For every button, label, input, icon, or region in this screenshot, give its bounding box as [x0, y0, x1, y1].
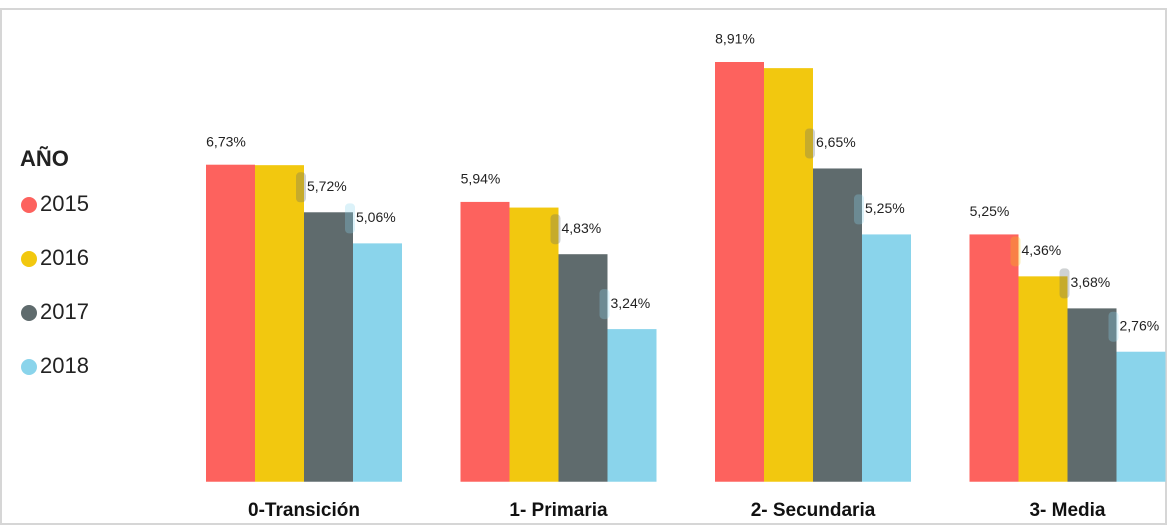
value-label: 5,06% [356, 209, 396, 225]
value-label: 3,68% [1071, 274, 1111, 290]
bar [715, 62, 764, 482]
label-bubble [599, 289, 610, 320]
value-label: 4,83% [562, 220, 602, 236]
bar [1018, 276, 1068, 482]
label-bubble [805, 128, 815, 159]
value-label: 5,25% [970, 203, 1010, 219]
value-label: 4,36% [1022, 242, 1062, 258]
legend-label: 2017 [40, 299, 89, 324]
value-label: 6,65% [816, 134, 856, 150]
legend-title: AÑO [20, 146, 69, 171]
x-tick-label: 2- Secundaria [751, 500, 876, 521]
bar [1067, 308, 1117, 482]
bar [862, 234, 911, 482]
bar [558, 254, 608, 482]
bar [813, 168, 862, 482]
value-label: 2,76% [1120, 317, 1160, 333]
x-tick-label: 3- Media [1029, 500, 1105, 521]
bar [764, 68, 813, 482]
legend-swatch [21, 197, 37, 213]
label-bubble [345, 203, 355, 234]
bar [304, 212, 353, 482]
bar [509, 207, 559, 482]
bar [607, 329, 657, 482]
bar [460, 201, 510, 482]
bar [353, 243, 402, 482]
bar [255, 165, 304, 482]
bar [969, 234, 1019, 482]
frame [0, 8, 1167, 525]
legend-label: 2016 [40, 245, 89, 270]
value-label: 5,25% [865, 200, 905, 216]
x-tick-label: 0-Transición [248, 500, 360, 521]
legend-swatch [21, 359, 37, 375]
label-bubble [296, 172, 306, 203]
label-bubble [854, 194, 864, 225]
bar [1116, 351, 1166, 482]
value-label: 3,24% [611, 295, 651, 311]
value-label: 5,94% [461, 171, 501, 187]
x-tick-label: 1- Primaria [509, 500, 608, 521]
legend-label: 2015 [40, 191, 89, 216]
label-bubble [1108, 311, 1119, 342]
value-label: 8,91% [715, 31, 755, 47]
legend-swatch [21, 305, 37, 321]
legend-swatch [21, 251, 37, 267]
label-bubble [550, 214, 561, 245]
label-bubble [1059, 268, 1070, 299]
label-bubble [1010, 236, 1021, 267]
legend-label: 2018 [40, 353, 89, 378]
bar [206, 164, 255, 482]
value-label: 6,73% [206, 133, 246, 149]
value-label: 5,72% [307, 178, 347, 194]
